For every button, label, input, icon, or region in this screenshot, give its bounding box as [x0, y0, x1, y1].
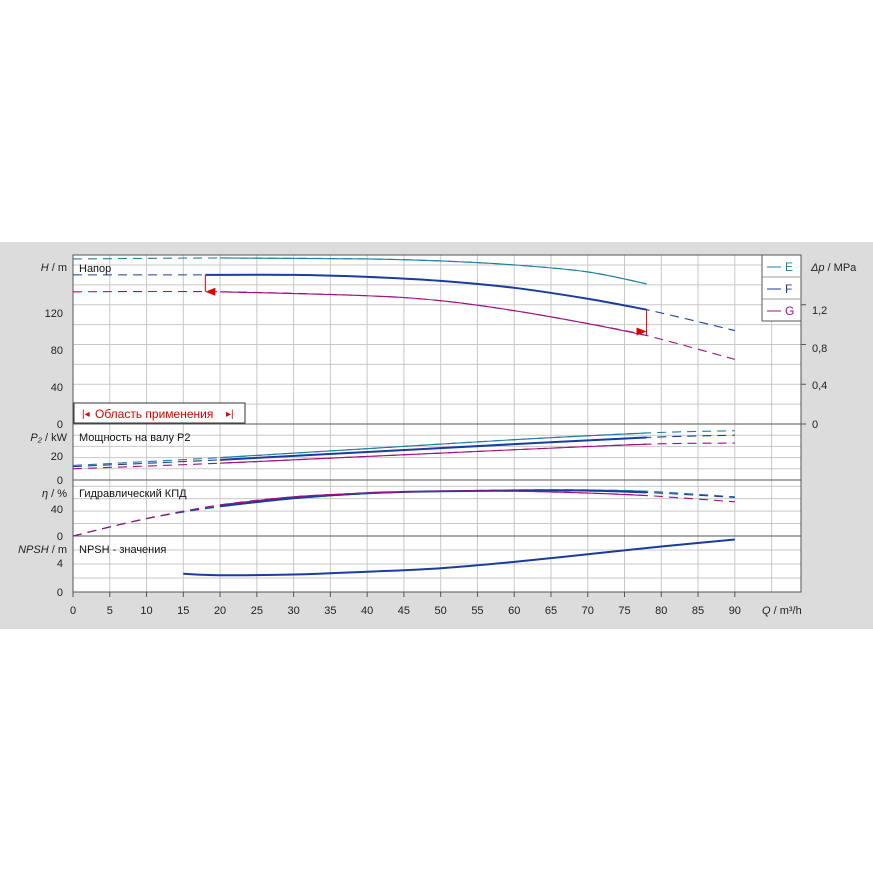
x-tick-label: 40 — [361, 605, 373, 617]
pressure-axis-ticks — [801, 304, 806, 425]
x-tick-label: 45 — [398, 605, 410, 617]
x-tick-label: 80 — [655, 605, 667, 617]
legend: E F G — [761, 254, 802, 322]
x-tick-label: 65 — [545, 605, 557, 617]
efficiency-axis-label: η / % — [42, 488, 67, 500]
x-tick-label: 30 — [287, 605, 299, 617]
x-axis-label: Q / m³/h — [762, 605, 802, 617]
power-axis-label: P₂ / kW — [30, 432, 67, 444]
head-series-e-solid — [220, 257, 647, 285]
range-label: Область применения — [95, 407, 213, 421]
pressure-tick: 0 — [812, 419, 818, 431]
head-tick: 120 — [45, 308, 63, 320]
operating-range-box: |◂ Область применения ▸| — [73, 402, 246, 424]
legend-label-f: F — [785, 282, 792, 296]
power-panel-title: Мощность на валу P2 — [79, 432, 191, 444]
pressure-tick: 0,4 — [812, 380, 827, 392]
x-tick-label: 55 — [471, 605, 483, 617]
range-start-arrow-icon — [205, 287, 216, 296]
range-left-arrow-icon: |◂ — [82, 409, 90, 420]
power-tick: 0 — [57, 475, 63, 487]
head-axis-label: H / m — [41, 262, 67, 274]
head-series-e-dashed — [72, 257, 647, 285]
x-axis-ticks: 0 5 10 15 20 25 30 35 40 45 50 55 60 65 70 75 80 85 90 — [70, 592, 741, 617]
pressure-tick: 1,2 — [812, 305, 827, 317]
power-series-f-solid — [220, 436, 647, 461]
series-layer — [72, 257, 735, 577]
head-series-g-solid — [220, 291, 647, 337]
x-tick-label: 20 — [214, 605, 226, 617]
x-tick-label: 25 — [251, 605, 263, 617]
range-markers — [204, 274, 648, 336]
npsh-tick: 4 — [57, 558, 63, 570]
x-tick-label: 60 — [508, 605, 520, 617]
head-series-f-solid — [205, 273, 647, 311]
power-series-e-solid — [220, 432, 647, 459]
npsh-series-line — [183, 538, 735, 577]
legend-label-e: E — [785, 260, 793, 274]
pressure-tick: 0,8 — [812, 343, 827, 355]
head-tick: 80 — [51, 345, 63, 357]
x-tick-label: 10 — [140, 605, 152, 617]
pressure-axis-label: Δp / MPa — [810, 262, 857, 274]
range-end-arrow-icon — [636, 327, 647, 336]
npsh-panel-title: NPSH - значения — [79, 544, 166, 556]
range-right-arrow-icon: ▸| — [226, 409, 234, 420]
efficiency-panel-title: Гидравлический КПД — [79, 488, 187, 500]
x-tick-label: 15 — [177, 605, 189, 617]
x-tick-label: 90 — [729, 605, 741, 617]
power-tick: 20 — [51, 451, 63, 463]
efficiency-tick: 40 — [51, 504, 63, 516]
x-tick-label: 0 — [70, 605, 76, 617]
x-tick-label: 85 — [692, 605, 704, 617]
npsh-axis-label: NPSH / m — [18, 544, 67, 556]
head-panel-title: Напор — [79, 263, 111, 275]
head-tick: 0 — [57, 419, 63, 431]
npsh-tick: 0 — [57, 587, 63, 599]
x-tick-label: 70 — [582, 605, 594, 617]
efficiency-series-g-solid — [220, 490, 647, 506]
x-tick-label: 5 — [107, 605, 113, 617]
legend-label-g: G — [785, 304, 794, 318]
x-tick-label: 50 — [435, 605, 447, 617]
power-series-g-solid — [220, 443, 647, 464]
efficiency-tick: 0 — [57, 531, 63, 543]
head-tick: 40 — [51, 382, 63, 394]
x-tick-label: 75 — [618, 605, 630, 617]
x-tick-label: 35 — [324, 605, 336, 617]
